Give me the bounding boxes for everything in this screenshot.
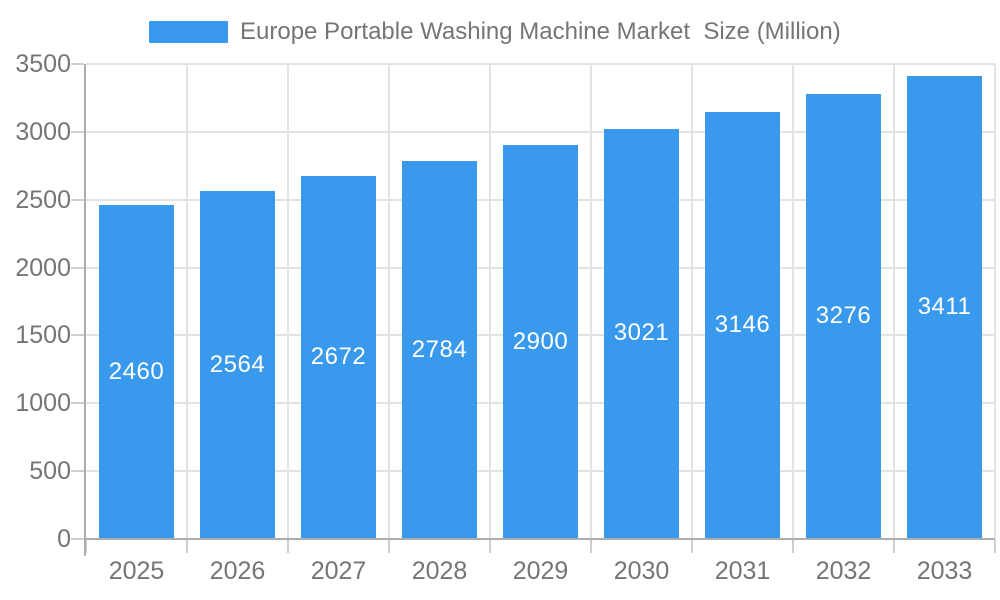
gridline-x-7 (792, 64, 794, 538)
gridline-x-1 (186, 64, 188, 538)
y-tick-label-3500: 3500 (15, 50, 71, 78)
y-tick-2500 (71, 198, 84, 201)
x-tick-label-2033: 2033 (916, 557, 973, 585)
gridline-x-4 (489, 64, 491, 538)
gridline-y-3500 (86, 63, 995, 65)
x-tick-label-2032: 2032 (815, 557, 872, 585)
bar-2026[interactable]: 2564 (200, 191, 275, 538)
y-tick-3000 (71, 130, 84, 133)
bar-value-label: 2460 (108, 357, 165, 385)
gridline-x-5 (590, 64, 592, 538)
x-axis-line (84, 538, 995, 540)
bar-value-label: 2784 (411, 335, 468, 363)
x-tick-9 (994, 540, 996, 553)
gridline-x-8 (893, 64, 895, 538)
y-tick-0 (71, 538, 84, 540)
x-tick-label-2026: 2026 (209, 557, 266, 585)
x-tick-1 (186, 540, 188, 553)
gridline-x-3 (388, 64, 390, 538)
x-tick-label-2025: 2025 (108, 557, 165, 585)
bar-value-label: 2564 (209, 350, 266, 378)
bar-value-label: 3411 (917, 293, 972, 321)
x-tick-0 (85, 540, 87, 553)
y-tick-label-2000: 2000 (15, 253, 71, 282)
x-tick-2 (287, 540, 289, 553)
y-tick-label-500: 500 (29, 457, 71, 486)
bar-value-label: 3146 (714, 311, 771, 338)
x-tick-label-2031: 2031 (714, 557, 771, 585)
gridline-x-2 (287, 64, 289, 538)
y-tick-1500 (71, 334, 84, 337)
x-tick-label-2030: 2030 (613, 557, 670, 585)
gridline-x-9 (994, 64, 996, 538)
x-tick-8 (893, 540, 895, 553)
bar-2027[interactable]: 2672 (301, 176, 376, 538)
x-tick-4 (489, 540, 491, 553)
x-tick-label-2027: 2027 (310, 557, 367, 585)
bar-2033[interactable]: 3411 (907, 76, 982, 538)
x-tick-label-2028: 2028 (411, 557, 468, 585)
gridline-y-3000 (86, 130, 995, 133)
y-tick-label-1500: 1500 (15, 321, 71, 350)
bar-2028[interactable]: 2784 (402, 161, 477, 538)
bar-2029[interactable]: 2900 (503, 145, 578, 538)
bar-2032[interactable]: 3276 (806, 94, 881, 538)
y-tick-label-1000: 1000 (15, 389, 71, 418)
y-tick-label-2500: 2500 (15, 185, 71, 214)
bar-value-label: 3021 (613, 319, 670, 347)
y-axis-line (84, 64, 86, 556)
bar-value-label: 2672 (310, 343, 367, 371)
gridline-x-6 (691, 64, 693, 538)
bar-2025[interactable]: 2460 (99, 205, 174, 538)
x-tick-7 (792, 540, 794, 553)
y-tick-label-0: 0 (57, 525, 71, 553)
x-tick-label-2029: 2029 (512, 557, 569, 585)
y-tick-3500 (71, 63, 84, 65)
legend-swatch (149, 21, 228, 43)
bar-value-label: 3276 (815, 302, 872, 330)
bar-2030[interactable]: 3021 (604, 129, 679, 538)
x-tick-5 (590, 540, 592, 553)
x-tick-6 (691, 540, 693, 553)
y-tick-1000 (71, 402, 84, 405)
x-tick-3 (388, 540, 390, 553)
y-tick-2000 (71, 266, 84, 269)
y-tick-label-3000: 3000 (15, 117, 71, 146)
bar-2031[interactable]: 3146 (705, 112, 780, 538)
bar-value-label: 2900 (512, 327, 569, 355)
y-tick-500 (71, 470, 84, 473)
legend-label: Europe Portable Washing Machine Market S… (240, 18, 841, 45)
legend-item[interactable]: Europe Portable Washing Machine Market S… (149, 15, 841, 49)
